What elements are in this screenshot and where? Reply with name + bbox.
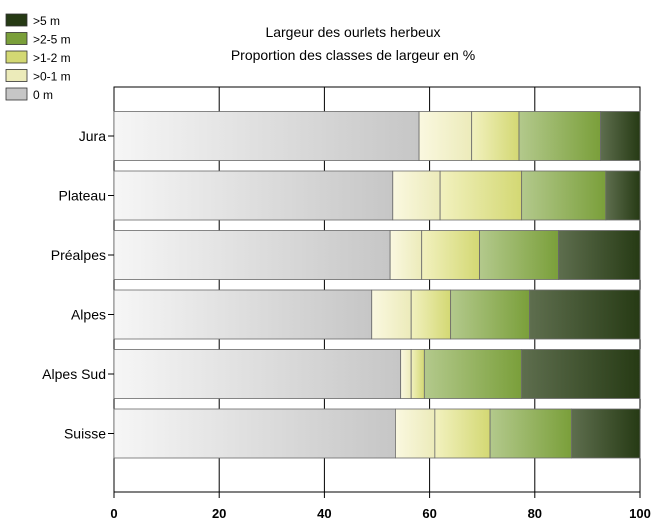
category-label: Plateau (59, 188, 106, 204)
bar-segment (113, 111, 420, 161)
legend-swatch (5, 69, 28, 82)
bar-segment (113, 349, 402, 399)
bar-segment (518, 111, 601, 161)
chart-subtitle: Proportion des classes de largeur en % (231, 47, 475, 63)
x-tick-label: 80 (528, 506, 542, 520)
bar-segment (434, 408, 491, 459)
legend-label: >1-2 m (33, 51, 71, 65)
bar-segment (392, 170, 441, 221)
category-label: Alpes (71, 307, 106, 323)
bar-segment (418, 111, 473, 161)
x-tick-label: 40 (317, 506, 331, 520)
bar-segment (450, 289, 530, 340)
bar-segment (521, 170, 607, 221)
category-label: Alpes Sud (42, 366, 106, 382)
bar-segment (389, 230, 423, 280)
legend-swatch (5, 32, 28, 45)
bar-segment (421, 230, 480, 280)
bar-segment (410, 349, 425, 399)
legend: >5 m >2-5 m >1-2 m >0-1 m 0 m (5, 13, 71, 102)
bars (113, 111, 641, 459)
legend-label: 0 m (33, 88, 53, 102)
bar-segment (410, 289, 452, 340)
bar-segment (113, 289, 373, 340)
bar-segment (529, 289, 641, 340)
legend-label: >2-5 m (33, 33, 71, 47)
x-tick-label: 20 (212, 506, 226, 520)
legend-swatch (5, 50, 28, 64)
x-tick-label: 60 (422, 506, 436, 520)
bar-segment (395, 408, 436, 459)
legend-swatch (5, 13, 28, 27)
x-tick-label: 100 (629, 506, 651, 520)
bar-segment (113, 230, 391, 280)
bar-segment (571, 408, 641, 459)
bar-segment (558, 230, 641, 280)
category-label: Préalpes (51, 247, 106, 263)
x-tick-labels: 0 20 40 60 80 100 (110, 506, 650, 520)
bar-segment (479, 230, 559, 280)
category-label: Jura (79, 128, 106, 144)
bar-segment (489, 408, 573, 459)
category-label: Suisse (64, 426, 106, 442)
chart-title: Largeur des ourlets herbeux (265, 24, 440, 40)
x-tick-label: 0 (110, 506, 117, 520)
bar-segment (605, 170, 641, 221)
plot-area (113, 86, 641, 498)
bar-segment (600, 111, 641, 161)
bar-segment (371, 289, 412, 340)
legend-label: >0-1 m (33, 70, 71, 84)
bar-segment (113, 170, 394, 221)
category-labels: Jura Plateau Préalpes Alpes Alpes Sud Suisse (42, 128, 114, 442)
bar-segment (423, 349, 523, 399)
bar-segment (439, 170, 523, 221)
legend-label: >5 m (33, 14, 60, 28)
bar-segment (400, 349, 412, 399)
bar-segment (471, 111, 520, 161)
bar-segment (521, 349, 641, 399)
legend-swatch (5, 87, 28, 101)
bar-segment (113, 408, 396, 459)
